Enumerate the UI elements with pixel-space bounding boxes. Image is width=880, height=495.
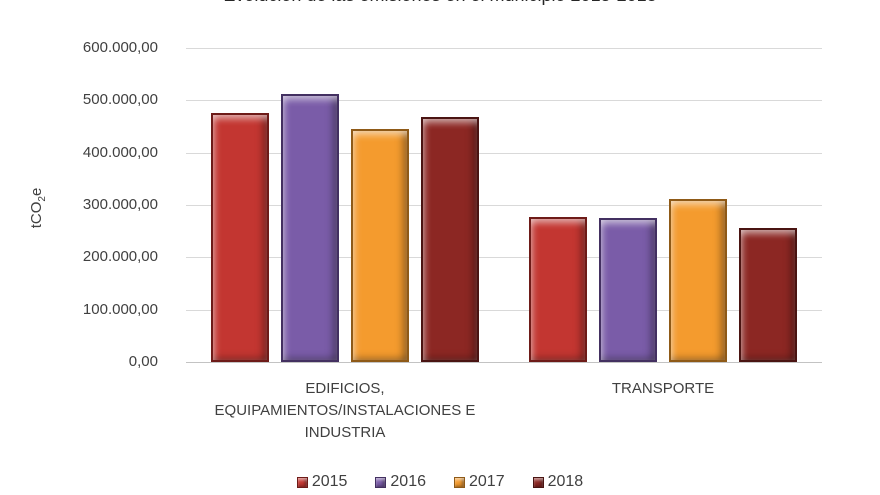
- legend-label: 2018: [547, 473, 584, 490]
- gridline: [186, 310, 822, 311]
- legend: 2015 2016 2017 2018: [0, 471, 880, 493]
- category-label-transporte: TRANSPORTE: [473, 378, 853, 400]
- y-tick-label: 0,00: [128, 353, 158, 370]
- category-label-line: EDIFICIOS,: [305, 380, 385, 397]
- legend-item-2017: 2017: [454, 473, 505, 491]
- y-tick-label: 500.000,00: [82, 91, 158, 108]
- bar-2017-edificios: [351, 129, 409, 362]
- gridline: [186, 205, 822, 206]
- bar-2015-edificios: [211, 113, 269, 362]
- bar-2016-edificios: [281, 94, 339, 362]
- y-tick-label: 400.000,00: [82, 144, 158, 161]
- category-label-line: EQUIPAMIENTOS/INSTALACIONES E: [214, 402, 476, 419]
- legend-label: 2016: [390, 473, 426, 490]
- bar-2018-edificios: [421, 117, 479, 362]
- y-tick-label: 100.000,00: [82, 301, 158, 318]
- y-axis-title-suffix: e: [28, 187, 45, 197]
- legend-label: 2015: [311, 473, 348, 490]
- chart-title: Evolución de las emisiones en el municip…: [0, 0, 880, 5]
- category-label-line: TRANSPORTE: [611, 380, 715, 397]
- gridline: [186, 153, 822, 154]
- bar-2018-transporte: [739, 228, 797, 362]
- legend-swatch-2016: [375, 476, 387, 488]
- legend-item-2016: 2016: [375, 473, 426, 491]
- legend-item-2018: 2018: [532, 473, 584, 491]
- gridline: [186, 257, 822, 258]
- legend-item-2015: 2015: [296, 473, 348, 491]
- gridline: [186, 100, 822, 101]
- gridline: [186, 48, 822, 49]
- bar-2016-transporte: [599, 218, 657, 362]
- y-tick-label: 600.000,00: [82, 39, 158, 56]
- bar-2015-transporte: [529, 217, 587, 362]
- category-label-line: INDUSTRIA: [304, 424, 386, 441]
- y-tick-label: 200.000,00: [82, 248, 158, 265]
- legend-swatch-2017: [454, 476, 465, 488]
- bar-2017-transporte: [669, 199, 727, 362]
- category-label-edificios: EDIFICIOS, EQUIPAMIENTOS/INSTALACIONES E I…: [155, 378, 535, 444]
- legend-swatch-2018: [532, 476, 544, 488]
- legend-label: 2017: [469, 473, 505, 490]
- x-axis-line: [186, 362, 822, 363]
- legend-swatch-2015: [296, 476, 308, 488]
- y-tick-label: 300.000,00: [82, 196, 158, 213]
